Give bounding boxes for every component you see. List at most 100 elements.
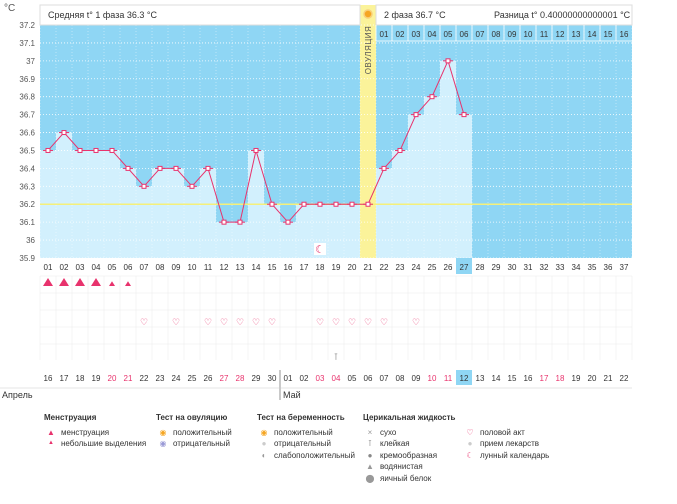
cycle-day-number: 15 bbox=[268, 263, 277, 272]
legend-label: клейкая bbox=[380, 439, 410, 448]
temperature-point bbox=[205, 165, 211, 171]
cycle-day-number: 26 bbox=[444, 263, 453, 272]
phase2-day-number: 13 bbox=[572, 30, 581, 39]
legend-label: кремообразная bbox=[380, 450, 438, 460]
heart-icon: ♡ bbox=[252, 318, 260, 328]
y-tick-label: 37 bbox=[26, 57, 35, 66]
temperature-bar bbox=[120, 168, 136, 258]
legend-item: ◉ положительный bbox=[156, 427, 232, 439]
temperature-point bbox=[77, 147, 83, 153]
temperature-bar bbox=[296, 204, 312, 258]
cycle-day-number: 01 bbox=[44, 263, 53, 272]
calendar-date: 18 bbox=[76, 374, 85, 383]
moon-marker-bg bbox=[314, 243, 326, 255]
calendar-date: 10 bbox=[428, 374, 437, 383]
pill-icon: ● bbox=[467, 439, 473, 448]
watery-icon: ▲ bbox=[366, 462, 374, 471]
heart-icon: ♡ bbox=[364, 318, 372, 328]
y-tick-label: 36.8 bbox=[19, 93, 35, 102]
legend-title: Менструация bbox=[44, 413, 97, 422]
cycle-day-number: 08 bbox=[156, 263, 165, 272]
temperature-difference: Разница t° 0.40000000000001 °C bbox=[494, 10, 631, 20]
calendar-date: 21 bbox=[124, 374, 133, 383]
temperature-bar bbox=[328, 204, 344, 258]
legend-item: × сухо bbox=[363, 427, 455, 439]
temperature-bar bbox=[184, 186, 200, 258]
calendar-date: 08 bbox=[396, 374, 405, 383]
calendar-date: 17 bbox=[60, 374, 69, 383]
legend-label: прием лекарств bbox=[480, 439, 540, 448]
sticky-icon: ⊺ bbox=[367, 439, 373, 448]
legend-item: ▲ небольшие выделения bbox=[44, 438, 146, 450]
y-tick-label: 36.7 bbox=[19, 111, 35, 120]
legend-label: половой акт bbox=[480, 427, 525, 437]
cycle-day-number: 10 bbox=[188, 263, 197, 272]
y-tick-label: 36.5 bbox=[19, 146, 35, 155]
calendar-date: 06 bbox=[364, 374, 373, 383]
phase2-day-number: 14 bbox=[588, 30, 597, 39]
cycle-day-number: 24 bbox=[412, 263, 421, 272]
temperature-point bbox=[413, 112, 419, 118]
calendar-date: 21 bbox=[604, 374, 613, 383]
cycle-day-number: 12 bbox=[220, 263, 229, 272]
legend-item: ● отрицательный bbox=[257, 438, 355, 450]
temperature-point bbox=[141, 183, 147, 189]
legend-title: Церикальная жидкость bbox=[363, 413, 456, 422]
legend-label: слабоположительный bbox=[274, 450, 355, 460]
phase2-day-number: 12 bbox=[556, 30, 565, 39]
cycle-day-number: 02 bbox=[60, 263, 69, 272]
small-drop-icon bbox=[109, 281, 115, 286]
cycle-day-number: 16 bbox=[284, 263, 293, 272]
calendar-date: 30 bbox=[268, 374, 277, 383]
legend-item: ▲ водянистая bbox=[363, 461, 455, 473]
bbt-chart: 37.2 37.1 37 36.9 36.8 36.7 36.6 36.5 36.4 36.3 36… bbox=[0, 3, 633, 400]
temperature-point bbox=[333, 201, 339, 207]
heart-icon: ♡ bbox=[172, 318, 180, 328]
month-label: Апрель bbox=[2, 390, 33, 400]
phase1-header bbox=[39, 4, 361, 26]
heart-icon: ♡ bbox=[412, 318, 420, 328]
temperature-point bbox=[429, 94, 435, 100]
calendar-date: 16 bbox=[524, 374, 533, 383]
blood-drop-icon bbox=[59, 278, 69, 286]
calendar-date: 15 bbox=[508, 374, 517, 383]
cycle-day-number: 17 bbox=[300, 263, 309, 272]
temperature-point bbox=[237, 219, 243, 225]
phase1-text: Средняя t° 1 фаза 36.3 °C bbox=[48, 10, 157, 20]
cycle-day-number: 36 bbox=[604, 263, 613, 272]
calendar-date: 18 bbox=[556, 374, 565, 383]
temperature-bar bbox=[232, 222, 248, 258]
cycle-day-number: 34 bbox=[572, 263, 581, 272]
legend-menstruation: Менструация ▲ менструация ▲ небольшие выде… bbox=[44, 412, 146, 450]
legend-label: водянистая bbox=[380, 462, 423, 471]
legend-label: сухо bbox=[380, 427, 397, 437]
month-label: Май bbox=[283, 390, 301, 400]
phase2-day-number: 09 bbox=[508, 30, 517, 39]
temperature-point bbox=[381, 165, 387, 171]
cycle-day-number: 11 bbox=[204, 263, 213, 272]
calendar-date: 01 bbox=[284, 374, 293, 383]
phase2-day-number: 16 bbox=[620, 30, 629, 39]
blood-drop-icon bbox=[91, 278, 101, 286]
calendar-date: 14 bbox=[492, 374, 501, 383]
negative-test-icon: ◉ bbox=[159, 439, 167, 448]
creamy-icon: ● bbox=[367, 450, 373, 460]
calendar-date: 04 bbox=[332, 374, 341, 383]
y-tick-label: 36.3 bbox=[19, 182, 35, 191]
temperature-point bbox=[461, 112, 467, 118]
y-tick-label: 36.4 bbox=[19, 164, 35, 173]
legend-item: ◉ положительный bbox=[257, 427, 355, 439]
y-tick-label: 36.2 bbox=[19, 200, 35, 209]
cycle-day-number: 04 bbox=[92, 263, 101, 272]
y-axis-label: °C bbox=[4, 3, 15, 14]
moon-icon: ☾ bbox=[466, 450, 474, 460]
cycle-day-number: 13 bbox=[236, 263, 245, 272]
blood-drop-icon: ▲ bbox=[47, 427, 55, 437]
cycle-day-number: 33 bbox=[556, 263, 565, 272]
calendar-date: 05 bbox=[348, 374, 357, 383]
positive-test-icon: ◉ bbox=[159, 427, 167, 437]
blood-drop-icon bbox=[43, 278, 53, 286]
temperature-point bbox=[109, 147, 115, 153]
calendar-date: 17 bbox=[540, 374, 549, 383]
sun-icon bbox=[363, 9, 373, 19]
